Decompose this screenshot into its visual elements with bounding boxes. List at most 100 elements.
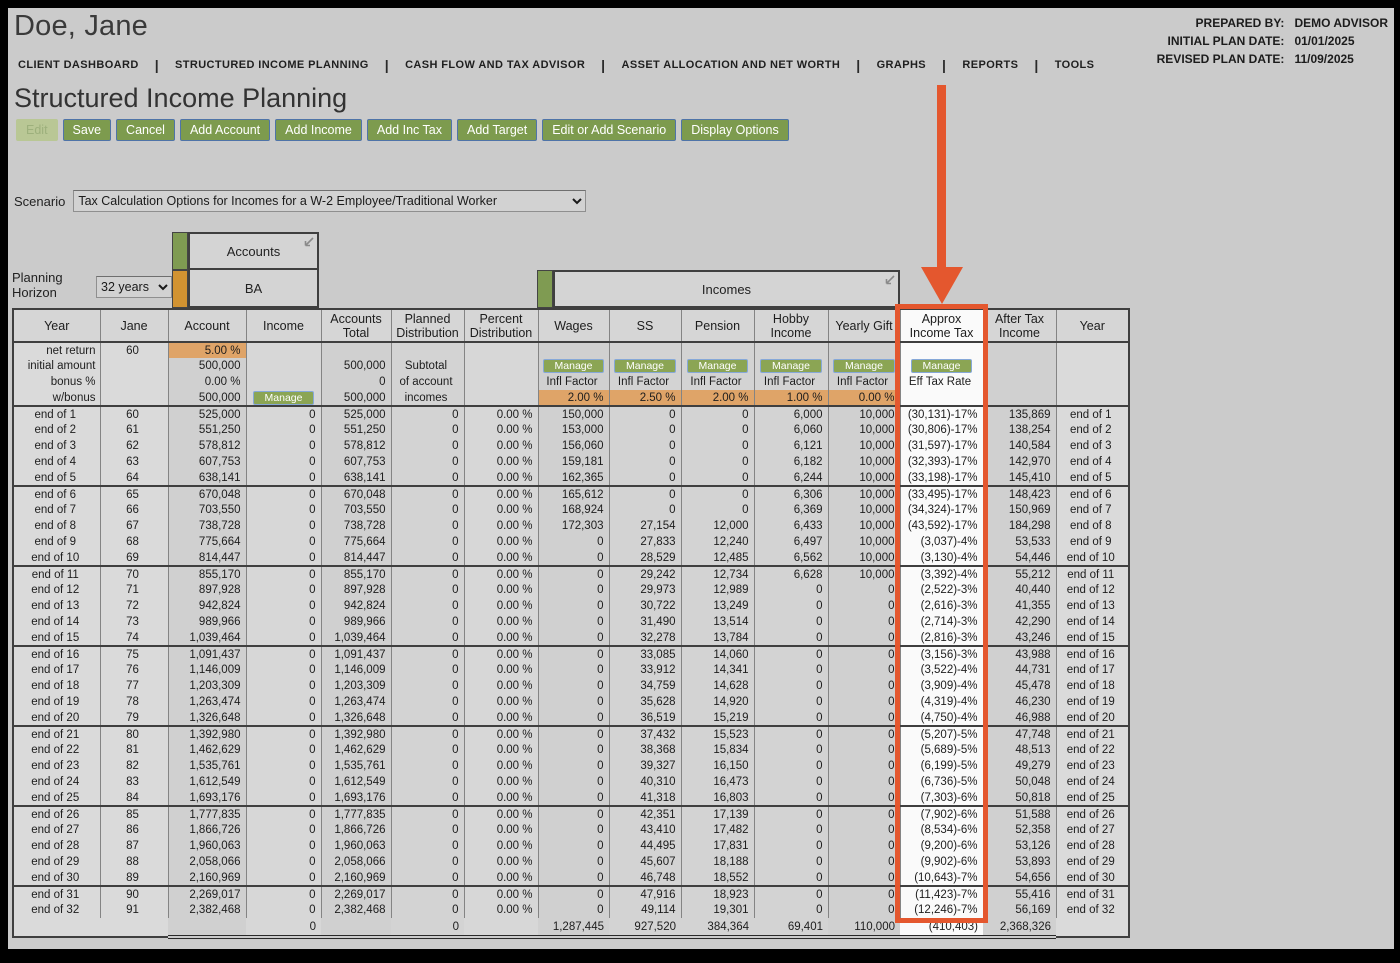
column-header: Planned Distribution [391, 309, 464, 342]
manage-income-tax-button[interactable]: Manage [911, 359, 973, 373]
tax-cell: (3,037)-4% [900, 534, 983, 550]
nav-tools[interactable]: TOOLS [1053, 55, 1097, 75]
table-cell: 0 [828, 870, 900, 886]
table-cell: 1,392,980 [168, 726, 246, 742]
column-header: Approx Income Tax [900, 309, 983, 342]
manage-hobby-income-button[interactable]: Manage [760, 359, 822, 373]
table-cell: 1,612,549 [321, 774, 391, 790]
nav-asset-allocation-net-worth[interactable]: ASSET ALLOCATION AND NET WORTH [620, 55, 843, 75]
table-cell: 172,303 [538, 518, 609, 534]
table-cell: end of 8 [13, 518, 100, 534]
manage-income-button[interactable]: Manage [253, 391, 315, 405]
add-inc-tax-button[interactable]: Add Inc Tax [367, 119, 452, 141]
table-cell: 0 [681, 502, 754, 518]
table-cell: 33,085 [609, 646, 681, 662]
table-cell: 0 [538, 838, 609, 854]
table-cell: 10,000 [828, 566, 900, 582]
table-cell: 500,000 [321, 390, 391, 406]
table-cell: 0.00 % [464, 502, 538, 518]
table-cell: 1,535,761 [321, 758, 391, 774]
table-cell: 0 [828, 614, 900, 630]
nav-cash-flow-tax-advisor[interactable]: CASH FLOW AND TAX ADVISOR [403, 55, 587, 75]
tax-cell [900, 342, 983, 358]
table-cell: 13,784 [681, 630, 754, 646]
table-cell: 0 [391, 710, 464, 726]
nav-graphs[interactable]: GRAPHS [875, 55, 928, 75]
collapse-diagonal-icon[interactable] [881, 274, 896, 292]
table-cell: end of 28 [13, 838, 100, 854]
table-cell: 55,212 [983, 566, 1056, 582]
table-cell: Manage [828, 358, 900, 374]
table-cell: 10,000 [828, 502, 900, 518]
table-cell: 525,000 [168, 406, 246, 422]
table-cell: end of 13 [13, 598, 100, 614]
manage-ss-button[interactable]: Manage [614, 359, 676, 373]
table-cell: 43,246 [983, 630, 1056, 646]
table-cell: 48,513 [983, 742, 1056, 758]
table-cell: end of 29 [1056, 854, 1129, 870]
edit-button[interactable]: Edit [16, 119, 58, 141]
planning-horizon-select[interactable]: 32 years [96, 276, 172, 298]
table-cell: 14,341 [681, 662, 754, 678]
nav-structured-income-planning[interactable]: STRUCTURED INCOME PLANNING [173, 55, 371, 75]
table-cell: 43,410 [609, 822, 681, 838]
table-cell: 16,803 [681, 790, 754, 806]
table-cell: 0.00 % [464, 758, 538, 774]
table-cell: 0 [538, 566, 609, 582]
table-cell: end of 17 [13, 662, 100, 678]
table-cell: 47,916 [609, 886, 681, 902]
table-cell: end of 1 [13, 406, 100, 422]
total-after-tax-income: 2,368,326 [983, 918, 1056, 937]
table-row: end of 665670,0480670,04800.00 %165,6120… [13, 486, 1129, 502]
table-cell: 17,831 [681, 838, 754, 854]
table-cell: 0 [828, 726, 900, 742]
table-cell: 71 [100, 582, 168, 598]
table-cell [100, 374, 168, 390]
tax-cell: (3,156)-3% [900, 646, 983, 662]
display-options-button[interactable]: Display Options [681, 119, 789, 141]
tax-cell: (9,200)-6% [900, 838, 983, 854]
table-cell: 91 [100, 902, 168, 918]
table-cell [1056, 342, 1129, 358]
total-pension: 384,364 [681, 918, 754, 937]
table-cell [983, 390, 1056, 406]
add-target-button[interactable]: Add Target [457, 119, 537, 141]
manage-pension-button[interactable]: Manage [687, 359, 749, 373]
scenario-select[interactable]: Tax Calculation Options for Incomes for … [73, 190, 586, 212]
table-cell: 0 [246, 518, 321, 534]
table-cell: 1,777,835 [168, 806, 246, 822]
table-row: end of 15741,039,46401,039,46400.00 %032… [13, 630, 1129, 646]
table-cell: end of 12 [1056, 582, 1129, 598]
table-cell: 0 [828, 710, 900, 726]
table-cell: 0 [246, 502, 321, 518]
table-cell: 551,250 [168, 422, 246, 438]
edit-or-add-scenario-button[interactable]: Edit or Add Scenario [542, 119, 676, 141]
table-row: end of 1473989,9660989,96600.00 %031,490… [13, 614, 1129, 630]
table-cell: 0.00 % [464, 406, 538, 422]
add-income-button[interactable]: Add Income [275, 119, 362, 141]
table-cell: end of 31 [13, 886, 100, 902]
tax-cell: (30,806)-17% [900, 422, 983, 438]
row-label: net return [13, 342, 100, 358]
table-cell: 0 [246, 710, 321, 726]
table-cell: end of 9 [13, 534, 100, 550]
table-cell: 2,269,017 [321, 886, 391, 902]
table-cell: 0.00 % [464, 694, 538, 710]
nav-reports[interactable]: REPORTS [960, 55, 1020, 75]
table-cell: 0 [246, 870, 321, 886]
add-account-button[interactable]: Add Account [180, 119, 270, 141]
manage-wages-button[interactable]: Manage [543, 359, 605, 373]
table-cell: end of 6 [13, 486, 100, 502]
table-cell: 814,447 [168, 550, 246, 566]
table-cell: 0 [391, 646, 464, 662]
manage-yearly-gift-button[interactable]: Manage [833, 359, 895, 373]
collapse-diagonal-icon[interactable] [300, 236, 315, 254]
table-cell: 0 [538, 774, 609, 790]
table-cell: 738,728 [168, 518, 246, 534]
table-cell: end of 31 [1056, 886, 1129, 902]
table-cell: 855,170 [168, 566, 246, 582]
save-button[interactable]: Save [63, 119, 112, 141]
nav-client-dashboard[interactable]: CLIENT DASHBOARD [16, 55, 141, 75]
total-planned-distribution: 0 [391, 918, 464, 937]
cancel-button[interactable]: Cancel [116, 119, 175, 141]
